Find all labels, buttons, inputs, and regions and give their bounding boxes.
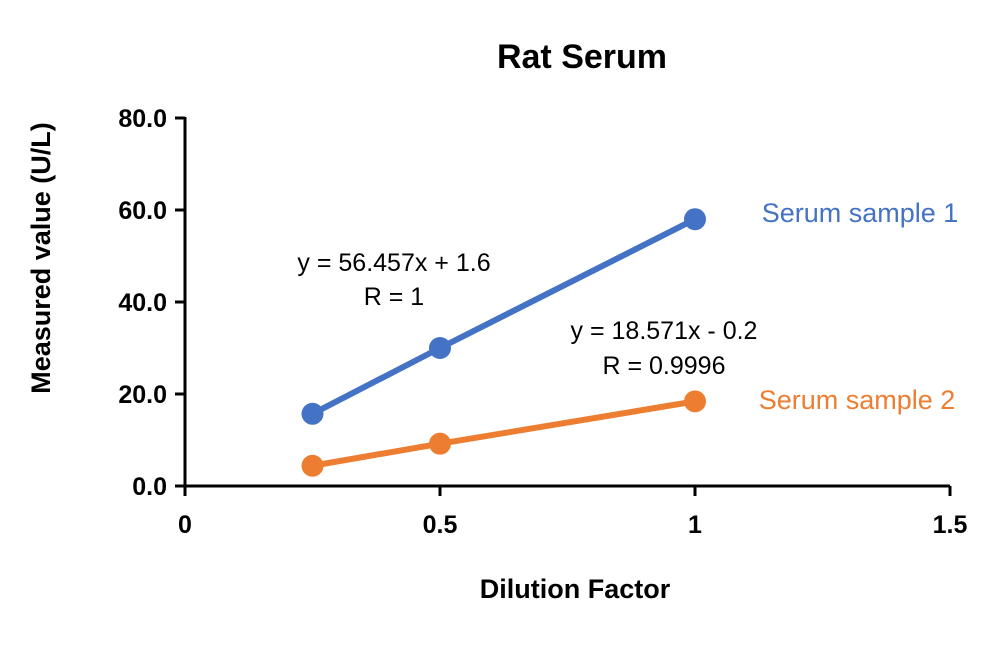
- y-tick-label: 0.0: [132, 473, 167, 501]
- y-tick-label: 80.0: [118, 105, 167, 133]
- plot-area: 0.0 20.0 40.0 60.0 80.0 0 0.5 1 1.5: [118, 105, 967, 539]
- x-tick-label: 1.5: [933, 511, 968, 539]
- series-2: [301, 390, 706, 477]
- x-ticks: 0 0.5 1 1.5: [178, 486, 967, 539]
- series-2-equation: y = 18.571x - 0.2: [571, 317, 758, 345]
- series-1: [301, 208, 706, 425]
- series-2-r-value: R = 0.9996: [602, 352, 725, 380]
- x-tick-label: 0: [178, 511, 192, 539]
- series-2-point: [429, 432, 451, 455]
- series-layer: [301, 208, 706, 477]
- series-2-label: Serum sample 2: [759, 385, 956, 415]
- series-1-point: [684, 208, 706, 231]
- series-1-label: Serum sample 1: [762, 198, 959, 228]
- series-1-equation: y = 56.457x + 1.6: [297, 249, 490, 277]
- y-tick-label: 20.0: [118, 381, 167, 409]
- series-2-point: [301, 454, 324, 477]
- series-1-r-value: R = 1: [364, 283, 424, 311]
- y-axis-title: Measured value (U/L): [26, 122, 56, 394]
- chart-title: Rat Serum: [497, 38, 667, 76]
- y-ticks: 0.0 20.0 40.0 60.0 80.0: [118, 105, 185, 501]
- x-axis-title: Dilution Factor: [480, 574, 671, 604]
- series-1-point: [429, 337, 451, 359]
- series-2-point: [684, 390, 706, 413]
- series-1-point: [301, 402, 324, 425]
- series-2-line: [309, 398, 698, 469]
- x-tick-label: 0.5: [423, 511, 458, 539]
- y-tick-label: 60.0: [118, 197, 167, 225]
- x-tick-label: 1: [688, 511, 702, 539]
- y-tick-label: 40.0: [118, 289, 167, 317]
